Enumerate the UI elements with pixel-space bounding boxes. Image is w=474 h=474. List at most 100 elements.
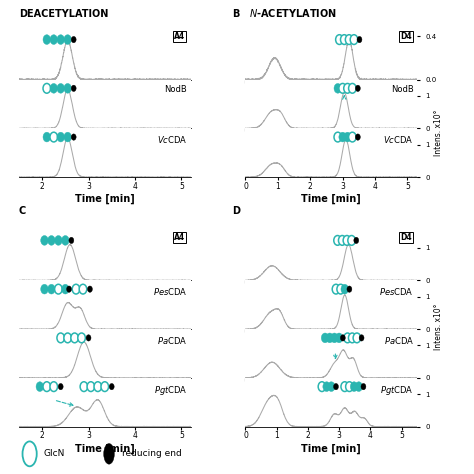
Ellipse shape (109, 383, 114, 390)
Ellipse shape (62, 284, 69, 294)
Ellipse shape (355, 382, 363, 392)
Ellipse shape (41, 284, 48, 294)
Ellipse shape (341, 382, 348, 392)
Ellipse shape (321, 333, 329, 343)
Text: B: B (232, 9, 240, 19)
Ellipse shape (353, 333, 361, 343)
Text: $\it{N}$-ACETYLATION: $\it{N}$-ACETYLATION (249, 7, 337, 19)
Text: $\it{Vc}$CDA: $\it{Vc}$CDA (157, 134, 187, 145)
Text: $\it{Pgt}$CDA: $\it{Pgt}$CDA (154, 384, 187, 397)
Ellipse shape (356, 85, 360, 91)
Ellipse shape (337, 284, 345, 294)
Ellipse shape (58, 383, 63, 390)
Ellipse shape (94, 382, 101, 392)
Ellipse shape (340, 335, 346, 341)
Text: NodB: NodB (391, 85, 414, 94)
Ellipse shape (43, 132, 51, 142)
Ellipse shape (326, 333, 334, 343)
Ellipse shape (55, 236, 62, 245)
Ellipse shape (338, 236, 346, 245)
Ellipse shape (41, 236, 48, 245)
Text: $\it{Pa}$CDA: $\it{Pa}$CDA (383, 335, 414, 346)
Text: C: C (19, 206, 26, 216)
Text: DEACETYLATION: DEACETYLATION (19, 9, 109, 19)
Ellipse shape (361, 383, 366, 390)
Ellipse shape (323, 382, 330, 392)
Ellipse shape (344, 83, 351, 93)
Ellipse shape (334, 383, 338, 390)
Ellipse shape (87, 382, 95, 392)
X-axis label: Time [min]: Time [min] (75, 194, 135, 204)
Ellipse shape (43, 83, 51, 93)
Ellipse shape (64, 333, 72, 343)
Ellipse shape (57, 333, 64, 343)
Ellipse shape (318, 382, 326, 392)
X-axis label: Time [min]: Time [min] (75, 443, 135, 454)
Ellipse shape (104, 444, 114, 464)
Ellipse shape (339, 132, 346, 142)
Text: $\it{Pes}$CDA: $\it{Pes}$CDA (153, 286, 187, 297)
Ellipse shape (86, 335, 91, 341)
Ellipse shape (50, 35, 57, 45)
Ellipse shape (57, 132, 64, 142)
Ellipse shape (341, 284, 348, 294)
Ellipse shape (339, 83, 346, 93)
Ellipse shape (328, 382, 335, 392)
Text: $\it{Pgt}$CDA: $\it{Pgt}$CDA (380, 384, 414, 397)
Ellipse shape (331, 333, 338, 343)
Ellipse shape (71, 36, 76, 43)
Ellipse shape (348, 333, 356, 343)
X-axis label: Time [min]: Time [min] (301, 194, 361, 204)
Ellipse shape (348, 236, 356, 245)
Ellipse shape (350, 382, 358, 392)
Text: D: D (232, 206, 240, 216)
Ellipse shape (50, 83, 57, 93)
Ellipse shape (336, 35, 343, 45)
Ellipse shape (332, 284, 340, 294)
Text: D4: D4 (401, 32, 412, 41)
Ellipse shape (71, 333, 78, 343)
Ellipse shape (67, 286, 72, 292)
Text: Intens. x10°: Intens. x10° (434, 109, 443, 156)
Ellipse shape (48, 236, 55, 245)
Ellipse shape (356, 134, 360, 140)
Text: reducing end: reducing end (122, 449, 182, 458)
Ellipse shape (64, 83, 72, 93)
Ellipse shape (354, 237, 359, 244)
Text: Intens. x10°: Intens. x10° (434, 304, 443, 350)
Ellipse shape (50, 132, 57, 142)
Ellipse shape (88, 286, 92, 292)
Ellipse shape (348, 83, 356, 93)
Ellipse shape (48, 284, 55, 294)
Ellipse shape (50, 382, 57, 392)
Ellipse shape (57, 35, 64, 45)
Ellipse shape (346, 35, 353, 45)
Ellipse shape (72, 284, 80, 294)
Ellipse shape (64, 132, 72, 142)
Ellipse shape (350, 35, 358, 45)
Ellipse shape (348, 132, 356, 142)
Ellipse shape (334, 83, 342, 93)
Ellipse shape (23, 441, 36, 466)
Text: A4: A4 (174, 233, 185, 242)
X-axis label: Time [min]: Time [min] (301, 443, 361, 454)
Ellipse shape (344, 333, 351, 343)
Ellipse shape (334, 132, 342, 142)
Text: NodB: NodB (164, 85, 187, 94)
Ellipse shape (62, 236, 69, 245)
Text: GlcN: GlcN (44, 449, 65, 458)
Ellipse shape (101, 382, 109, 392)
Ellipse shape (346, 382, 353, 392)
Ellipse shape (359, 335, 364, 341)
Ellipse shape (78, 333, 85, 343)
Ellipse shape (69, 237, 74, 244)
Ellipse shape (57, 83, 64, 93)
Ellipse shape (343, 236, 351, 245)
Text: $\it{Pes}$CDA: $\it{Pes}$CDA (379, 286, 414, 297)
Text: $\it{Pa}$CDA: $\it{Pa}$CDA (157, 335, 187, 346)
Ellipse shape (71, 85, 76, 91)
Ellipse shape (344, 132, 351, 142)
Ellipse shape (36, 382, 44, 392)
Ellipse shape (340, 35, 348, 45)
Ellipse shape (71, 134, 76, 140)
